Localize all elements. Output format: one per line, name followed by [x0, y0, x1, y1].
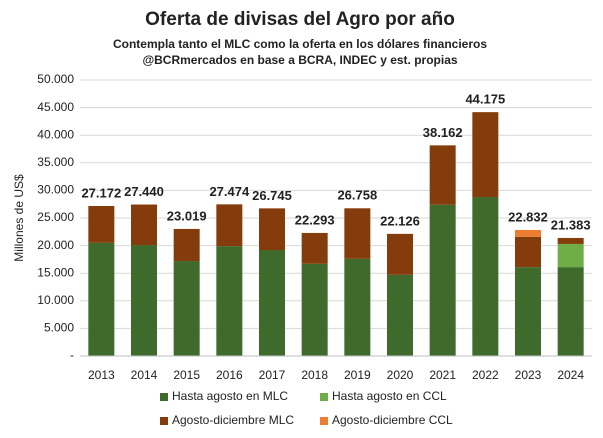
y-tick-label: 15.000 — [37, 265, 74, 279]
bar-segment — [173, 228, 200, 262]
bar-segment — [88, 206, 115, 243]
bar-segment — [515, 236, 541, 268]
bar-segment — [557, 267, 584, 356]
total-label: 44.175 — [465, 92, 505, 107]
chart-subtitle: Contempla tanto el MLC como la oferta en… — [113, 37, 487, 51]
legend-swatch — [320, 393, 328, 401]
y-tick-label: 35.000 — [37, 155, 74, 169]
x-tick-label: 2019 — [344, 368, 371, 382]
y-tick-label: 25.000 — [37, 210, 74, 224]
legend-label: Hasta agosto en CCL — [332, 389, 447, 403]
bar-segment — [429, 204, 456, 356]
bar-segment — [472, 112, 499, 198]
bar-segment — [173, 261, 200, 356]
bar-segment — [515, 229, 541, 237]
bar-segment — [216, 204, 243, 247]
x-tick-label: 2023 — [515, 368, 542, 382]
bar-segment — [344, 208, 371, 259]
total-label: 22.832 — [508, 209, 548, 224]
x-tick-label: 2024 — [557, 368, 584, 382]
bar-segment — [259, 250, 285, 356]
legend-label: Agosto-diciembre MLC — [172, 413, 294, 427]
y-tick-label: 5.000 — [44, 321, 74, 335]
bar-segment — [259, 208, 285, 251]
legend-swatch — [160, 417, 168, 425]
bar-segment — [131, 245, 157, 356]
chart-subtitle: @BCRmercados en base a BCRA, INDEC y est… — [142, 53, 457, 67]
x-tick-label: 2020 — [387, 368, 414, 382]
y-tick-label: 40.000 — [37, 127, 74, 141]
total-label: 27.172 — [81, 185, 121, 200]
bar-segment — [387, 274, 413, 356]
bar-segment — [344, 258, 371, 356]
bar-segment — [429, 145, 456, 205]
bar-segment — [88, 242, 115, 356]
total-label: 23.019 — [167, 208, 207, 223]
legend-swatch — [320, 417, 328, 425]
x-tick-label: 2022 — [472, 368, 499, 382]
x-tick-label: 2018 — [301, 368, 328, 382]
y-tick-label: 30.000 — [37, 183, 74, 197]
x-tick-label: 2014 — [131, 368, 158, 382]
x-tick-label: 2017 — [259, 368, 286, 382]
bar-segment — [557, 243, 584, 268]
x-tick-label: 2015 — [173, 368, 200, 382]
bar-segment — [515, 267, 541, 356]
bar-segment — [301, 263, 328, 356]
bar-segment — [387, 233, 413, 275]
y-axis-label: Millones de US$ — [12, 174, 26, 262]
y-tick-label: - — [70, 348, 74, 362]
y-tick-label: 20.000 — [37, 238, 74, 252]
legend-label: Hasta agosto en MLC — [172, 389, 288, 403]
x-tick-label: 2013 — [88, 368, 115, 382]
total-label: 27.440 — [124, 184, 164, 199]
bar-segment — [472, 197, 499, 356]
bar-segment — [216, 246, 243, 356]
chart-title: Oferta de divisas del Agro por año — [145, 9, 455, 30]
bar-segment — [557, 237, 584, 244]
y-tick-label: 45.000 — [37, 100, 74, 114]
x-tick-label: 2021 — [429, 368, 456, 382]
total-label: 21.383 — [551, 217, 591, 232]
total-label: 26.745 — [252, 188, 292, 203]
legend-swatch — [160, 393, 168, 401]
total-label: 22.293 — [295, 212, 335, 227]
legend-label: Agosto-diciembre CCL — [332, 413, 453, 427]
x-tick-label: 2016 — [216, 368, 243, 382]
total-label: 38.162 — [423, 125, 463, 140]
bar-segment — [131, 204, 157, 246]
y-tick-label: 50.000 — [37, 72, 74, 86]
y-tick-label: 10.000 — [37, 293, 74, 307]
total-label: 22.126 — [380, 213, 420, 228]
bar-segment — [301, 232, 328, 264]
total-label: 26.758 — [337, 188, 377, 203]
total-label: 27.474 — [209, 184, 250, 199]
